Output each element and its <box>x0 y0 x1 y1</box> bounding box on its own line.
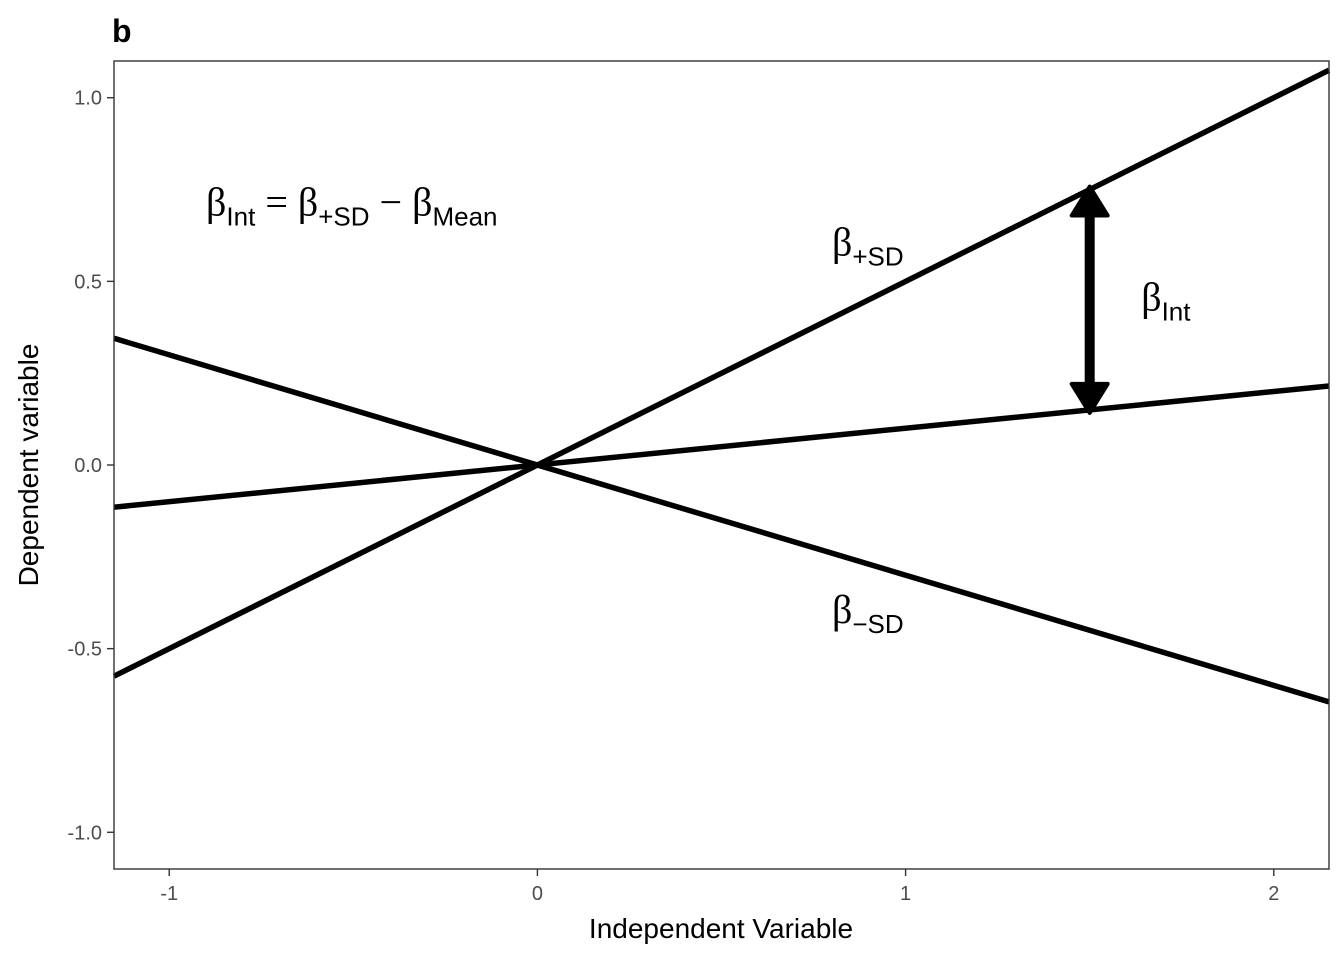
y-tick-label: -0.5 <box>68 639 102 661</box>
annotation-beta-int: βInt <box>1141 275 1191 327</box>
y-tick-label: -1.0 <box>68 822 102 844</box>
annotation-symbol: β <box>206 179 226 224</box>
panel-tag: b <box>112 13 132 49</box>
arrow-head-down <box>1069 381 1110 415</box>
y-tick-label: 1.0 <box>74 88 102 110</box>
series-line-3 <box>113 335 1330 705</box>
interaction-arrow <box>1069 184 1110 415</box>
y-axis-title: Dependent variable <box>13 344 44 587</box>
annotation-subscript: Int <box>1162 297 1192 327</box>
x-tick-label: 1 <box>900 883 911 905</box>
annotation-beta-plus-sd: β+SD <box>832 220 904 272</box>
series-lines <box>112 67 1331 705</box>
x-tick-label: -1 <box>160 883 178 905</box>
annotation-symbol: β <box>832 220 852 265</box>
series-line-2 <box>113 383 1330 510</box>
annotation-symbol: β <box>832 587 852 632</box>
x-tick-label: 2 <box>1268 883 1279 905</box>
plot-border <box>113 60 1330 870</box>
arrow-head-up <box>1069 184 1110 218</box>
series-line-1 <box>112 67 1331 679</box>
annotation-subscript: Mean <box>432 201 497 231</box>
x-tick-label: 0 <box>532 883 543 905</box>
annotation-subscript: +SD <box>318 201 369 231</box>
annotation-symbol: β <box>1141 275 1161 320</box>
plot-panel <box>114 61 1329 869</box>
annotation-symbol: β <box>412 179 432 224</box>
annotation-subscript: Int <box>226 201 256 231</box>
axis-ticks: -1 0 1 2 -1.0 -0.5 0.0 0.5 1.0 <box>68 88 1280 905</box>
annotation-beta-minus-sd: β−SD <box>832 587 904 639</box>
annotation-symbol: β <box>298 179 318 224</box>
annotation-subscript: −SD <box>852 609 903 639</box>
annotation-subscript: +SD <box>852 242 903 272</box>
annotation-symbol: = <box>255 179 298 224</box>
x-axis-title: Independent Variable <box>589 913 853 944</box>
y-tick-label: 0.5 <box>74 271 102 293</box>
annotation-formula: βInt = β+SD − βMean <box>206 179 497 231</box>
y-tick-label: 0.0 <box>74 455 102 477</box>
annotation-symbol: − <box>370 179 413 224</box>
